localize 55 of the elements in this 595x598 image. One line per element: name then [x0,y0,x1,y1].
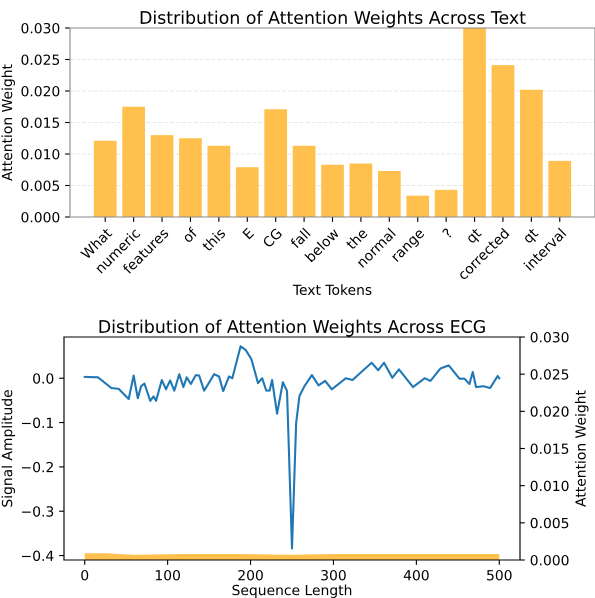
y-tick-label: 0.010 [21,148,60,160]
y-tick-label: −0.3 [22,506,54,517]
bar [492,65,514,217]
y2-tick-label: 0.000 [530,554,569,566]
y-axis-title: Signal Amplitude [2,390,15,507]
x-tick-label: 200 [238,570,263,580]
y2-tick-label: 0.030 [530,332,569,342]
bar [406,196,430,217]
bar [122,106,145,217]
bar [378,171,401,217]
bar [350,163,372,217]
x-tick-label: 0 [81,570,88,580]
x-tick-label: ? [442,228,453,239]
y-tick-label: 0.020 [21,86,60,96]
x-tick-label: 400 [404,570,429,580]
y-tick-label: −0.4 [22,550,54,562]
x-tick-label: of [182,226,198,244]
bar [208,146,230,217]
bar [264,109,288,217]
y2-axis-title: Attention Weight [575,390,588,507]
x-tick-label: 500 [487,570,512,580]
y-tick-label: −0.1 [22,418,53,428]
y-axis-title: Attention Weight [2,64,15,181]
x-axis-title: Sequence Length [232,584,352,598]
bar [548,160,572,217]
y-tick-label: 0.000 [21,212,60,222]
y-tick-label: 0.0 [33,373,54,384]
y2-tick-label: 0.010 [530,480,569,492]
y2-tick-label: 0.015 [530,443,568,454]
bar [292,146,316,217]
bar [150,135,174,217]
bar [94,140,117,217]
y-tick-label: 0.015 [21,117,60,128]
y-tick-label: −0.2 [22,462,53,472]
y-tick-label: 0.025 [21,54,60,65]
x-tick-label: 300 [321,570,346,580]
x-tick-label: 100 [156,570,180,580]
bar [236,167,259,217]
bar [321,164,344,217]
chart-title: Distribution of Attention Weights Across Text [140,10,526,28]
bar [434,190,458,217]
x-tick-label: this [201,227,226,252]
line-series [84,345,500,550]
y-tick-label: 0.005 [21,180,60,191]
y2-tick-label: 0.005 [530,518,568,528]
y2-tick-label: 0.025 [530,369,568,380]
x-tick-label: E [242,228,254,240]
bar [520,90,543,217]
bar [463,28,486,217]
chart-title: Distribution of Attention Weights Across ECG [100,320,485,336]
x-tick-label: CG [262,228,282,248]
y2-tick-label: 0.020 [530,406,569,417]
bar [179,138,202,217]
y-tick-label: 0.030 [21,22,60,34]
x-axis-title: Text Tokens [292,284,372,296]
